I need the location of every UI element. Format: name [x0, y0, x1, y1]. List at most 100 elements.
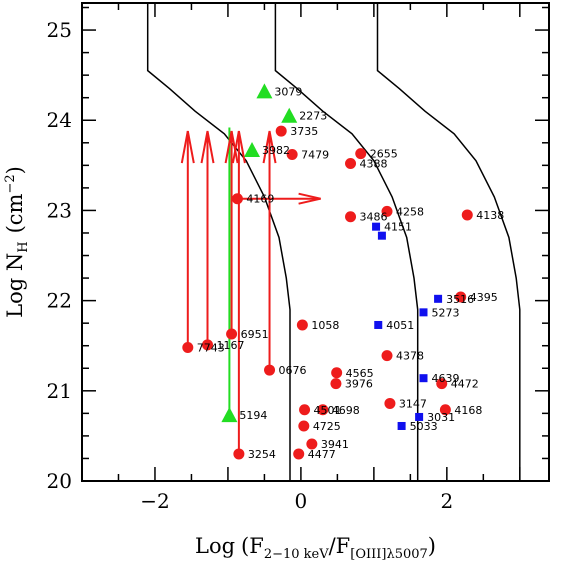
- circle-point: [330, 378, 342, 390]
- x-tick-label: 2: [440, 489, 453, 513]
- point-label: 4258: [396, 205, 424, 218]
- y-tick-label: 20: [47, 469, 72, 493]
- circle-point: [381, 205, 393, 217]
- square-point: [415, 412, 424, 421]
- circle-point: [331, 367, 343, 379]
- circle-point: [461, 209, 473, 221]
- y-axis-title-sub: H: [16, 241, 31, 252]
- arrow-head: [231, 130, 246, 164]
- circle-point: [345, 211, 357, 223]
- y-tick-label: 24: [47, 108, 72, 132]
- x-axis-title: Log (F2−10 keV/F[OIII]λ5007): [195, 534, 436, 562]
- model-curve: [376, 3, 521, 481]
- point-label: 7479: [301, 149, 329, 162]
- circle-point: [296, 319, 308, 331]
- point-label: 3079: [274, 85, 302, 98]
- y-axis-title-close: ): [3, 166, 27, 174]
- point-label: 4698: [332, 404, 360, 417]
- point-label: 5273: [431, 306, 459, 319]
- circle-point: [286, 149, 298, 161]
- circle-point: [293, 448, 305, 460]
- plot-frame: [81, 2, 550, 482]
- circle-point: [455, 291, 467, 303]
- circle-point: [275, 125, 287, 137]
- square-point: [434, 294, 443, 303]
- point-label: 3735: [290, 125, 318, 138]
- point-label: 4051: [386, 319, 414, 332]
- x-tick-label: 0: [295, 489, 308, 513]
- square-point: [377, 231, 386, 240]
- point-label: 1167: [217, 339, 245, 352]
- circle-point: [298, 420, 310, 432]
- point-label: 3147: [399, 397, 427, 410]
- x-axis-title-log: Log: [195, 534, 235, 558]
- point-label: 4395: [470, 291, 498, 304]
- arrow-head: [200, 130, 215, 164]
- model-curve: [146, 3, 291, 481]
- circle-point: [436, 378, 448, 390]
- x-axis-title-f: F: [249, 534, 264, 558]
- point-label: 4138: [476, 209, 504, 222]
- circle-point: [355, 148, 367, 160]
- triangle-point: [256, 83, 273, 99]
- data-points: [182, 83, 473, 460]
- model-curve: [274, 3, 419, 481]
- circle-point: [202, 339, 214, 351]
- triangle-point: [281, 107, 298, 123]
- circle-point: [231, 193, 243, 205]
- circle-point: [226, 328, 238, 340]
- circle-point: [182, 342, 194, 354]
- arrow-head: [262, 130, 277, 164]
- triangle-point: [244, 142, 261, 158]
- circle-point: [384, 397, 396, 409]
- point-label: 0676: [279, 364, 307, 377]
- arrow-head: [298, 192, 321, 205]
- y-tick-label: 25: [47, 18, 72, 42]
- axis-ticks: −2 0 2 20 21 22 23 24 25: [47, 3, 549, 513]
- point-label: 4477: [308, 448, 336, 461]
- point-label: 2273: [299, 110, 327, 123]
- x-axis-title-oiii-band: [OIII]λ5007: [350, 547, 428, 562]
- point-label: 2655: [370, 148, 398, 161]
- circle-point: [306, 438, 318, 450]
- x-tick-label: −2: [140, 489, 169, 513]
- point-label: 4151: [384, 221, 412, 234]
- circle-point: [439, 404, 451, 416]
- square-point: [397, 421, 406, 430]
- point-label: 3982: [262, 144, 290, 157]
- limit-lines: [180, 127, 321, 454]
- point-label: 4169: [246, 193, 274, 206]
- y-tick-label: 23: [47, 198, 72, 222]
- circle-point: [233, 448, 245, 460]
- circle-point: [264, 364, 276, 376]
- point-label: 7743: [197, 342, 225, 355]
- x-axis-title-slash: /F: [329, 534, 351, 558]
- y-axis-title: Log NH (cm−2): [3, 166, 31, 318]
- point-label: 4378: [396, 350, 424, 363]
- circle-point: [299, 404, 311, 416]
- y-axis-title-exp: −2: [3, 174, 18, 193]
- point-label: 3031: [427, 411, 455, 424]
- square-point: [419, 374, 428, 383]
- point-label: 5194: [239, 409, 267, 422]
- point-label: 3254: [248, 448, 276, 461]
- square-point: [374, 320, 383, 329]
- point-label: 4168: [454, 404, 482, 417]
- circle-point: [381, 350, 393, 362]
- point-label: 3486: [360, 211, 388, 224]
- point-label: 3941: [321, 438, 349, 451]
- circle-point: [317, 404, 329, 416]
- point-label: 4565: [346, 367, 374, 380]
- point-label: 1058: [311, 319, 339, 332]
- point-label: 5033: [410, 420, 438, 433]
- square-point: [372, 222, 381, 231]
- point-label: 4501: [314, 404, 342, 417]
- point-label: 3976: [345, 378, 373, 391]
- y-tick-label: 22: [47, 289, 72, 313]
- x-axis-title-hard-band: 2−10 keV: [264, 547, 329, 562]
- point-label: 3516: [446, 293, 474, 306]
- y-tick-label: 21: [47, 379, 72, 403]
